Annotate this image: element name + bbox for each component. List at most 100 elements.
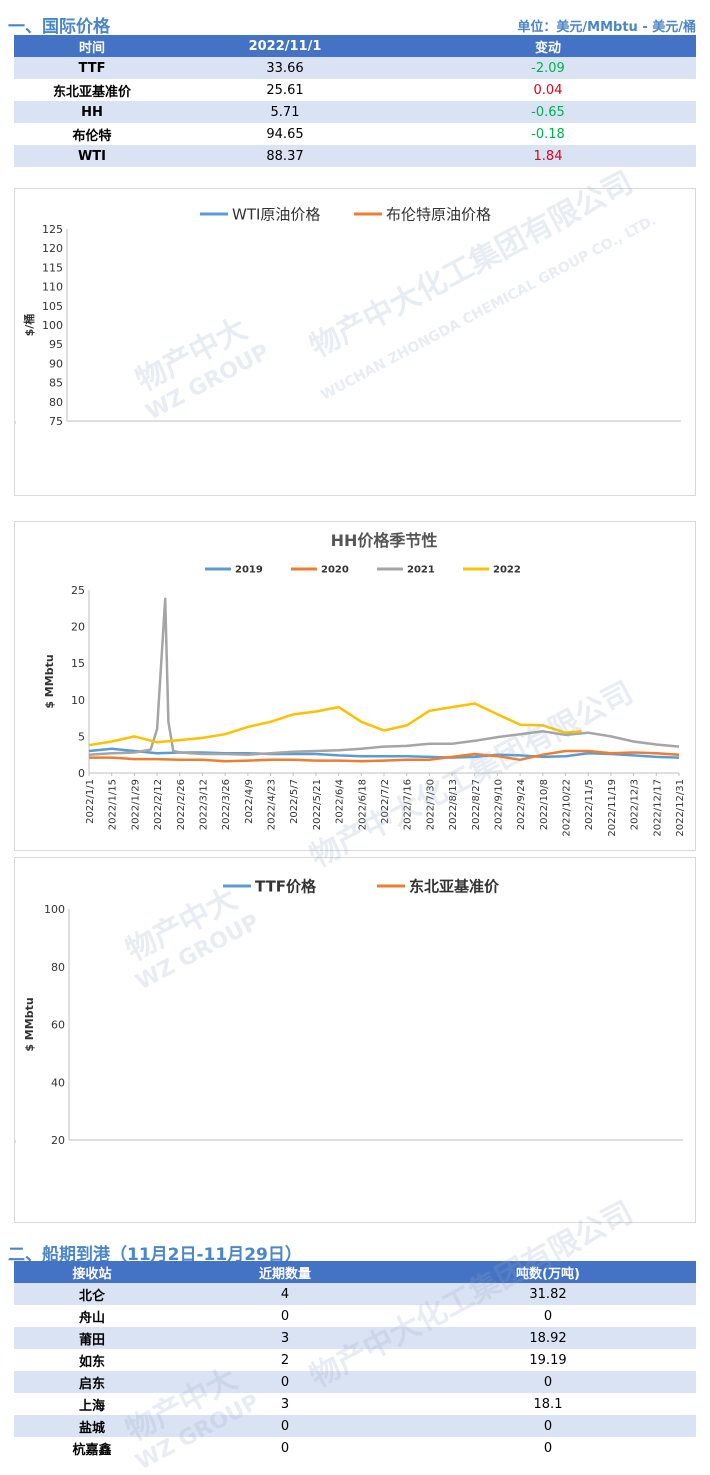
legend-label: 2022 — [493, 565, 521, 576]
y-tick-label: 80 — [49, 396, 63, 409]
oil-chart-panel: 7580859095100105110115120125$/桶2022/1/32… — [0, 188, 696, 496]
row-change: -0.18 — [531, 126, 565, 142]
station-name: 上海 — [78, 1398, 105, 1414]
x-tick-label: 2022/1/1 — [85, 779, 96, 824]
legend-label: 东北亚基准价 — [409, 877, 500, 895]
y-tick-label: 110 — [42, 281, 63, 294]
station-count: 0 — [170, 1415, 400, 1437]
header-tons: 吨数(万吨) — [400, 1261, 696, 1283]
station-name: 莆田 — [14, 1327, 170, 1349]
x-tick-label: 2022/6/18 — [357, 779, 368, 830]
station-count: 0 — [280, 1308, 290, 1324]
row-price: 94.65 — [266, 126, 304, 142]
legend-label: TTF价格 — [255, 877, 317, 895]
row-change: 1.84 — [400, 145, 696, 167]
table-row: 北仑 4 31.82 — [14, 1283, 696, 1305]
legend-label: 2019 — [235, 565, 263, 576]
y-tick-label: 115 — [42, 261, 63, 274]
station-tons: 0 — [400, 1415, 696, 1437]
x-tick-label: 2022/7/16 — [403, 779, 414, 830]
x-tick-label: 2022/11/5 — [584, 779, 595, 830]
y-tick-label: 105 — [42, 300, 63, 313]
row-change: -2.09 — [400, 57, 696, 79]
table-row: 杭嘉鑫 0 0 — [14, 1437, 696, 1459]
y-tick-label: 0 — [78, 767, 85, 780]
y-tick-label: 75 — [49, 415, 63, 428]
x-tick-label: 2022/2/12 — [153, 779, 164, 830]
table-row: HH 5.71 -0.65 — [14, 101, 696, 123]
row-price: 88.37 — [170, 145, 400, 167]
table-row: 东北亚基准价 25.61 0.04 — [14, 79, 696, 101]
y-tick-label: 95 — [49, 338, 63, 351]
station-count: 0 — [170, 1371, 400, 1393]
station-count: 3 — [280, 1396, 290, 1412]
x-tick-label: 2022/7/2 — [380, 779, 391, 824]
y-tick-label: 20 — [51, 1134, 65, 1147]
station-name: 杭嘉鑫 — [72, 1442, 112, 1458]
station-tons: 19.19 — [529, 1352, 567, 1368]
y-tick-label: 10 — [71, 694, 85, 707]
y-axis-label: $ MMbtu — [23, 997, 36, 1051]
x-tick-label: 2022/11/19 — [607, 779, 618, 837]
price-table: 时间 2022/11/1 变动 TTF 33.66 -2.09 东北亚基准价 2… — [14, 35, 696, 167]
row-change: 0.04 — [533, 82, 563, 98]
unit-label: 单位：美元/MMbtu - 美元/桶 — [517, 20, 696, 35]
x-tick-label: 2022/10/22 — [562, 779, 573, 837]
series-line-2020 — [89, 749, 680, 763]
x-tick-label: 2022/1/15 — [108, 779, 119, 830]
station-count: 4 — [170, 1283, 400, 1305]
x-tick-label: 2022/12/17 — [652, 779, 663, 837]
y-tick-label: 125 — [42, 223, 63, 236]
header-date: 2022/11/1 — [170, 35, 400, 57]
station-name: 北仑 — [14, 1283, 170, 1305]
section1-title: 一、国际价格 — [8, 17, 110, 37]
shipping-table: 接收站 近期数量 吨数(万吨) 北仑 4 31.82 舟山 0 0 莆田 3 1… — [14, 1261, 696, 1459]
table-row: 舟山 0 0 — [14, 1305, 696, 1327]
hh-chart-panel: 0 5 10 15 20 25 $ MMbtu 2022/1/1 2022/1/15 2022/1… — [14, 521, 696, 851]
station-count: 2 — [280, 1352, 290, 1368]
x-tick-label: 2022/8/27 — [471, 779, 482, 830]
y-tick-label: 5 — [78, 730, 85, 743]
row-price: 33.66 — [170, 57, 400, 79]
station-tons: 31.82 — [400, 1283, 696, 1305]
station-tons: 0 — [543, 1308, 553, 1324]
row-name: HH — [14, 101, 170, 123]
hh-seasonality-chart: 0 5 10 15 20 25 $ MMbtu 2022/1/1 2022/1/15 2022/1… — [43, 531, 686, 837]
series-line-2022 — [88, 702, 582, 747]
x-tick-label: 2022/9/24 — [516, 779, 527, 830]
station-count: 3 — [170, 1327, 400, 1349]
x-tick-label: 2022/5/21 — [312, 779, 323, 830]
price-table-header: 时间 2022/11/1 变动 — [14, 35, 696, 57]
table-row: 上海 3 18.1 — [14, 1393, 696, 1415]
x-tick-label: 2022/12/31 — [675, 779, 686, 837]
x-tick-label: 2022/7/30 — [425, 779, 436, 830]
y-tick-label: 85 — [49, 377, 63, 390]
oil-price-chart: 7580859095100105110115120125$/桶2022/1/32… — [0, 189, 681, 430]
chart-title: HH价格季节性 — [331, 531, 438, 550]
x-tick-label: 2022/2/26 — [176, 779, 187, 830]
station-count: 0 — [280, 1440, 290, 1456]
x-tick-label: 2022/6/4 — [335, 779, 346, 824]
station-name: 如东 — [78, 1354, 105, 1370]
x-tick-label: 2022/1/29 — [130, 779, 141, 830]
x-tick-label: 2022/9/10 — [493, 779, 504, 830]
legend-label: 2021 — [407, 565, 435, 576]
y-tick-label: 90 — [49, 357, 63, 370]
station-tons: 18.1 — [533, 1396, 563, 1412]
header-station: 接收站 — [14, 1261, 170, 1283]
y-axis-label: $ MMbtu — [43, 654, 56, 708]
header-count: 近期数量 — [170, 1261, 400, 1283]
row-name: WTI — [14, 145, 170, 167]
table-row: 如东 2 19.19 — [14, 1349, 696, 1371]
header-time: 时间 — [14, 35, 170, 57]
row-price: 25.61 — [266, 82, 304, 98]
station-name: 舟山 — [78, 1310, 105, 1326]
row-price: 5.71 — [170, 101, 400, 123]
y-tick-label: 20 — [71, 621, 85, 634]
station-name: 盐城 — [14, 1415, 170, 1437]
x-tick-label: 2022/4/23 — [267, 779, 278, 830]
legend-label: 2020 — [321, 565, 349, 576]
x-tick-label: 2022/4/9 — [244, 779, 255, 824]
x-tick-label: 2022/3/12 — [198, 779, 209, 830]
